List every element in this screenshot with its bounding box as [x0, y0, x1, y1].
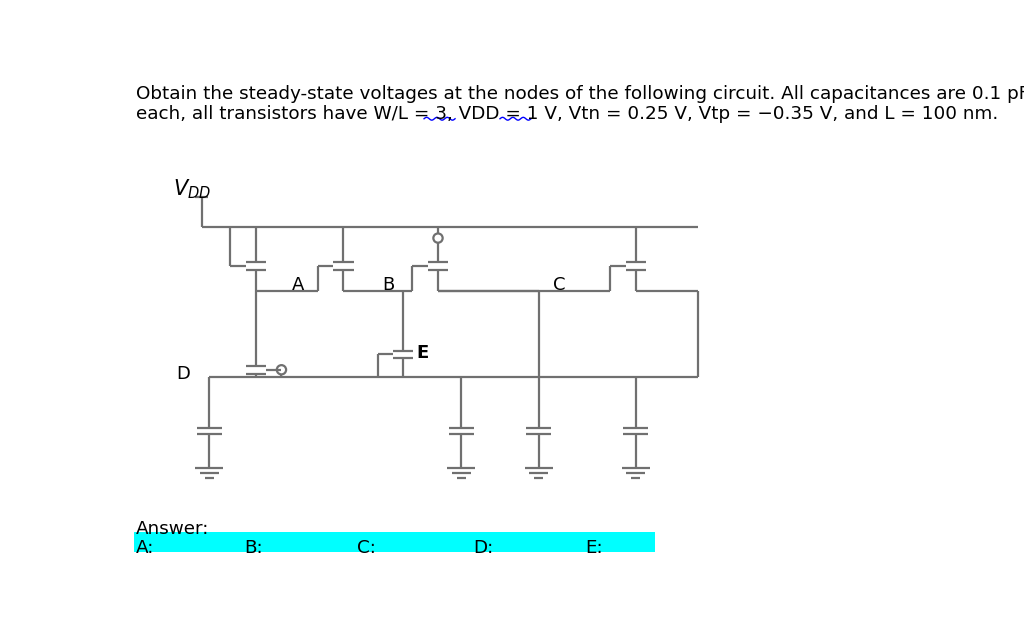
Text: A:: A: — [136, 539, 155, 557]
Text: E:: E: — [586, 539, 603, 557]
Bar — [134, 532, 655, 552]
Text: $V_{DD}$: $V_{DD}$ — [173, 177, 211, 201]
Text: Obtain the steady-state voltages at the nodes of the following circuit. All capa: Obtain the steady-state voltages at the … — [136, 85, 1024, 103]
Text: B: B — [382, 276, 394, 294]
Text: B:: B: — [245, 539, 263, 557]
Text: Answer:: Answer: — [136, 520, 209, 538]
Text: C: C — [553, 276, 565, 294]
Text: A: A — [292, 276, 305, 294]
Text: D:: D: — [473, 539, 494, 557]
Text: E: E — [417, 344, 429, 362]
Text: D: D — [176, 365, 189, 383]
Text: each, all transistors have W/L = 3, VDD = 1 V, Vtn = 0.25 V, Vtp = −0.35 V, and : each, all transistors have W/L = 3, VDD … — [136, 105, 998, 123]
Text: C:: C: — [356, 539, 376, 557]
